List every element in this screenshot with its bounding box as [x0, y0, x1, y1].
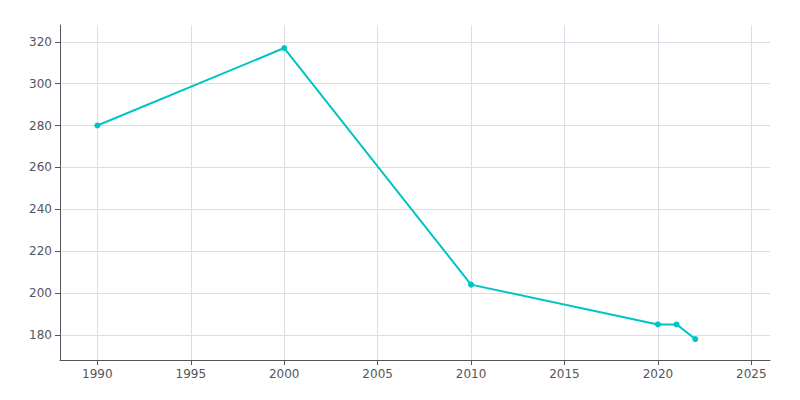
- svg-text:2010: 2010: [456, 367, 487, 381]
- svg-text:240: 240: [29, 202, 52, 216]
- svg-text:300: 300: [29, 77, 52, 91]
- svg-text:1995: 1995: [176, 367, 207, 381]
- svg-text:260: 260: [29, 160, 52, 174]
- svg-text:2015: 2015: [549, 367, 580, 381]
- svg-text:2005: 2005: [362, 367, 393, 381]
- svg-text:220: 220: [29, 244, 52, 258]
- svg-text:2020: 2020: [643, 367, 674, 381]
- svg-text:280: 280: [29, 119, 52, 133]
- svg-text:2025: 2025: [736, 367, 767, 381]
- svg-text:200: 200: [29, 286, 52, 300]
- svg-text:180: 180: [29, 328, 52, 342]
- svg-text:2000: 2000: [269, 367, 300, 381]
- svg-text:320: 320: [29, 35, 52, 49]
- svg-text:1990: 1990: [82, 367, 113, 381]
